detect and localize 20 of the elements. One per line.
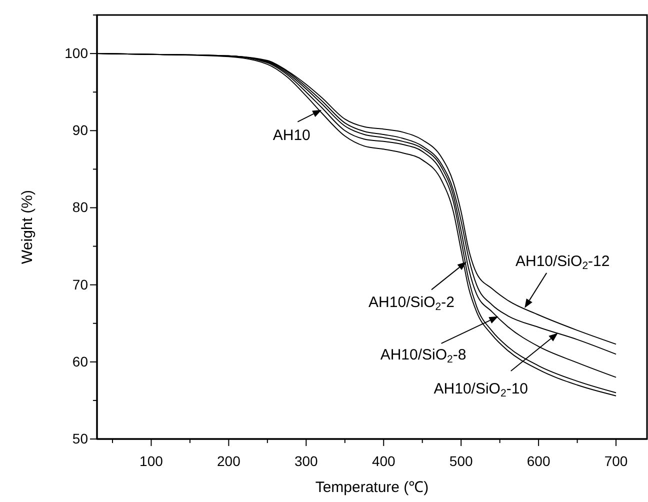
x-tick-label: 700 [604,453,628,470]
annotation: AH10/SiO$_{2}$-10 [434,380,528,400]
x-tick-label: 400 [372,453,396,470]
y-tick-label: 50 [72,430,88,446]
annotation: AH10/SiO$_{2}$-8 [380,346,466,366]
x-tick-label: 200 [217,453,241,470]
y-tick-label: 70 [72,276,88,292]
y-tick-label: 100 [64,45,88,62]
x-tick-label: 600 [526,453,550,470]
x-tick-label: 100 [140,453,164,470]
annotation: AH10/SiO$_{2}$-12 [515,253,610,272]
x-axis-title: Temperature (℃) [315,479,429,496]
x-tick-label: 300 [294,453,318,470]
y-axis-title: Weight (%) [19,190,36,264]
y-tick-label: 60 [72,353,88,370]
y-tick-label: 90 [72,122,88,138]
y-tick-label: 80 [72,199,88,216]
annotation: AH10 [272,127,310,144]
x-tick-label: 500 [449,453,473,470]
annotation: AH10/SiO$_{2}$-2 [368,294,454,314]
